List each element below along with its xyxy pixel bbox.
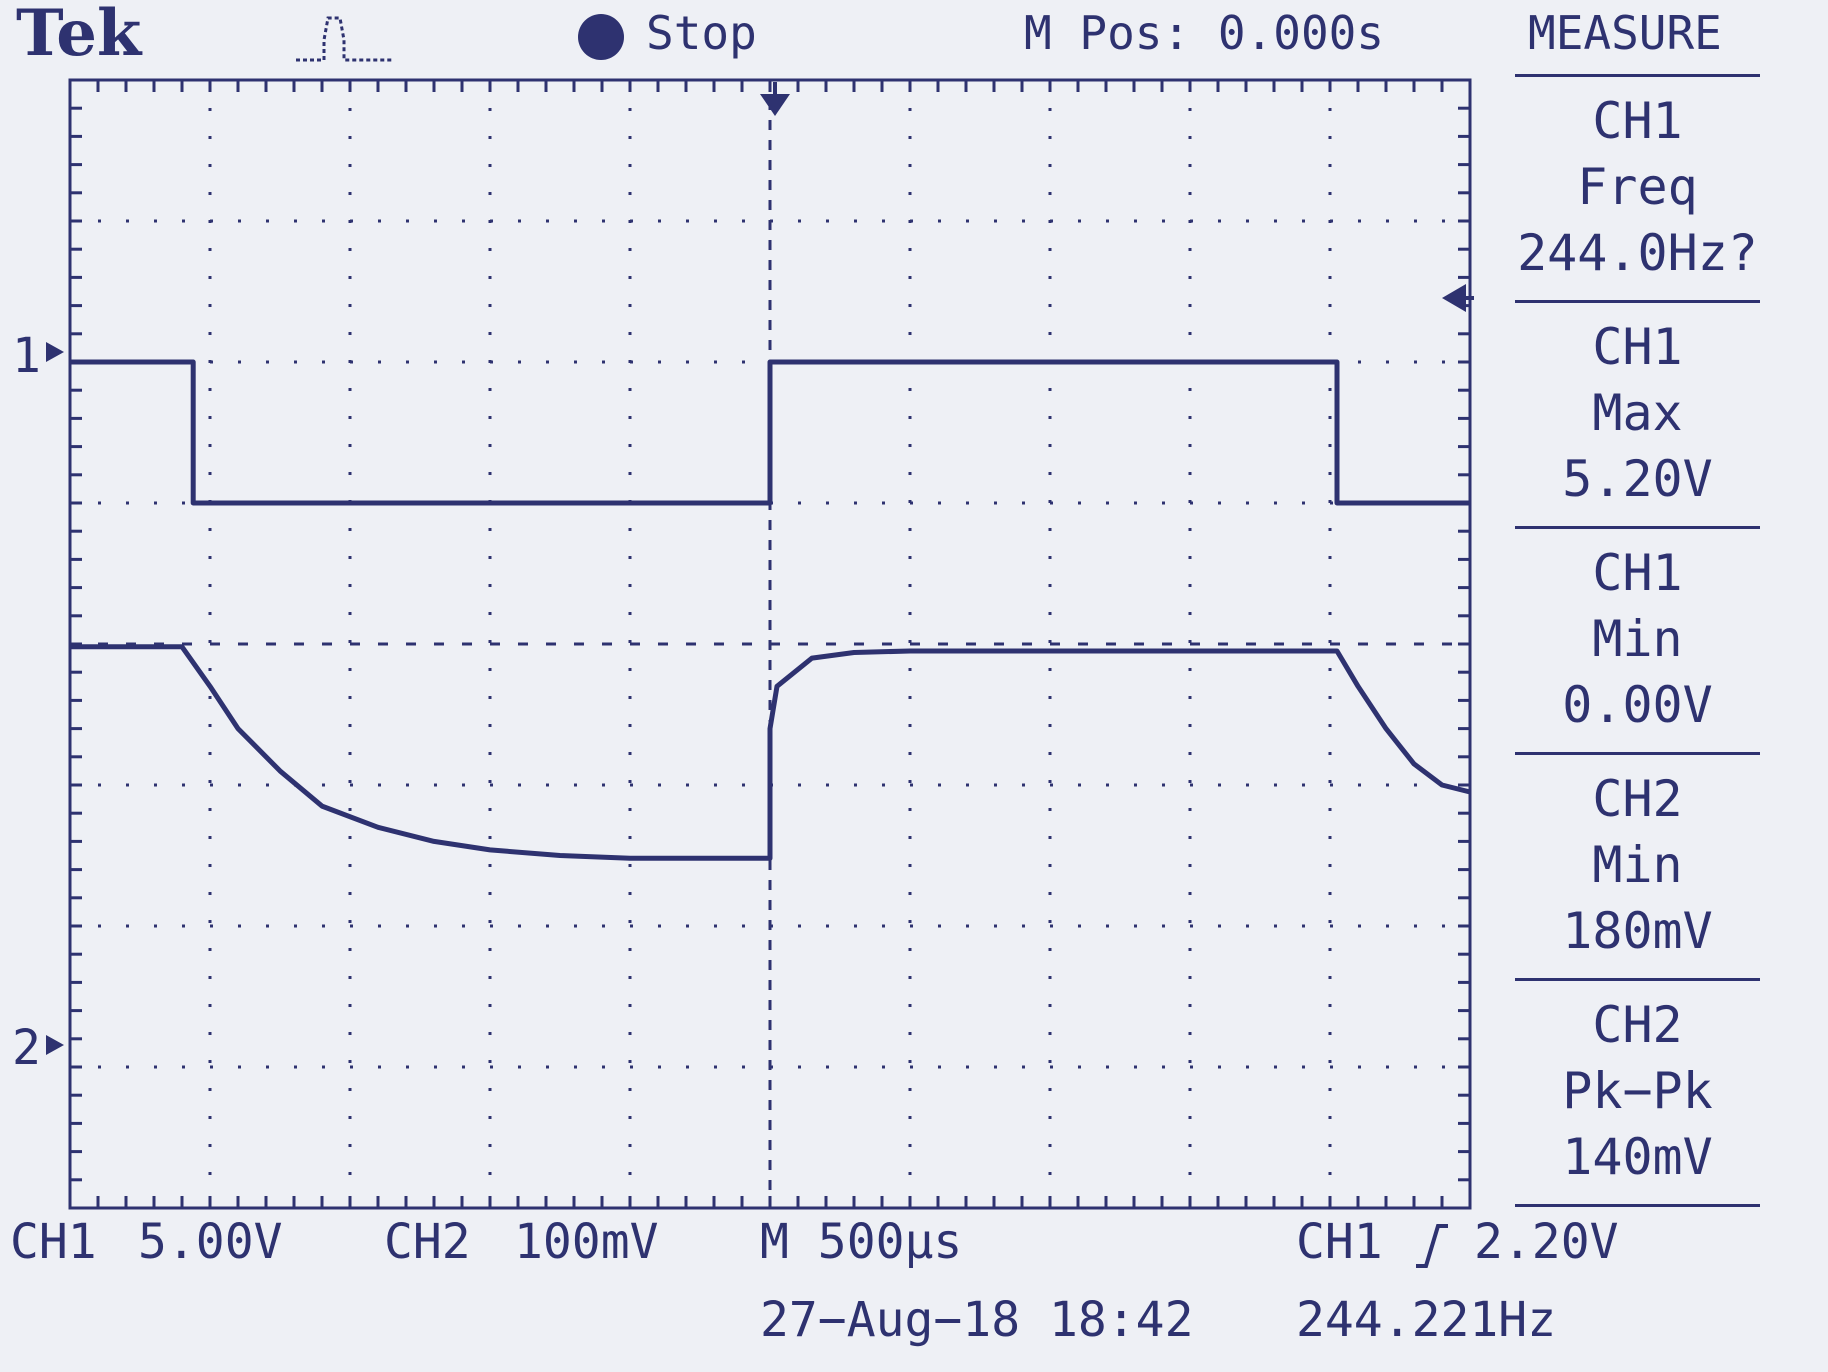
measure-value: 180mV <box>1562 902 1713 960</box>
measure-slot-4[interactable]: CH2 Min 180mV <box>1505 752 1770 978</box>
measure-source: CH1 <box>1592 318 1683 376</box>
measure-slot-3[interactable]: CH1 Min 0.00V <box>1505 526 1770 752</box>
ch1-label: CH1 <box>10 1214 97 1270</box>
measure-type: Min <box>1592 836 1683 894</box>
measurement-menu: CH1 Freq 244.0Hz? CH1 Max 5.20V CH1 Min … <box>1505 74 1770 1209</box>
measure-type: Max <box>1592 384 1683 442</box>
menu-divider <box>1515 752 1760 755</box>
date-time: 27−Aug−18 18:42 <box>760 1292 1194 1348</box>
menu-divider <box>1515 526 1760 529</box>
measure-value: 5.20V <box>1562 450 1713 508</box>
trigger-level-icon <box>1442 284 1466 312</box>
measure-source: CH2 <box>1592 996 1683 1054</box>
graticule <box>68 78 1472 1210</box>
trace-ch1 <box>70 359 1470 506</box>
measure-value: 0.00V <box>1562 676 1713 734</box>
menu-divider <box>1515 978 1760 981</box>
ch2-label: CH2 <box>384 1214 471 1270</box>
measure-value: 244.0Hz? <box>1517 224 1758 282</box>
menu-divider <box>1515 74 1760 77</box>
trigger-frequency: 244.221Hz <box>1296 1292 1557 1348</box>
ch2-ground-marker: 2 <box>12 1020 41 1076</box>
menu-bottom-divider <box>1505 1204 1770 1208</box>
ch1-ground-arrow-icon <box>46 342 64 362</box>
measure-type: Min <box>1592 610 1683 668</box>
brand-logo: Tek <box>16 0 142 71</box>
rising-edge-icon <box>1416 1224 1448 1268</box>
measure-source: CH1 <box>1592 92 1683 150</box>
horizontal-position: M Pos: 0.000s <box>1024 6 1385 60</box>
acquisition-state: Stop <box>646 6 757 60</box>
timebase: M 500µs <box>760 1214 963 1270</box>
ch1-scale: 5.00V <box>138 1214 283 1270</box>
measure-type: Pk−Pk <box>1562 1062 1713 1120</box>
measure-slot-1[interactable]: CH1 Freq 244.0Hz? <box>1505 74 1770 300</box>
menu-divider <box>1515 300 1760 303</box>
measure-slot-5[interactable]: CH2 Pk−Pk 140mV <box>1505 978 1770 1204</box>
ch2-ground-arrow-icon <box>46 1035 64 1055</box>
waveform-traces <box>70 359 1471 861</box>
run-stop-indicator-icon <box>578 14 624 60</box>
trigger-source: CH1 <box>1296 1214 1383 1270</box>
ch2-scale: 100mV <box>514 1214 659 1270</box>
menu-title: MEASURE <box>1528 6 1722 60</box>
ch1-ground-marker: 1 <box>12 328 41 384</box>
measure-source: CH1 <box>1592 544 1683 602</box>
trigger-position-icon <box>760 94 790 116</box>
menu-divider <box>1515 1204 1760 1207</box>
trigger-level: 2.20V <box>1474 1214 1619 1270</box>
marker-layer <box>46 82 1474 1055</box>
measure-value: 140mV <box>1562 1128 1713 1186</box>
trace-ch2 <box>70 644 1471 861</box>
measure-slot-2[interactable]: CH1 Max 5.20V <box>1505 300 1770 526</box>
trigger-waveform-icon <box>296 16 392 62</box>
measure-type: Freq <box>1577 158 1698 216</box>
measure-source: CH2 <box>1592 770 1683 828</box>
